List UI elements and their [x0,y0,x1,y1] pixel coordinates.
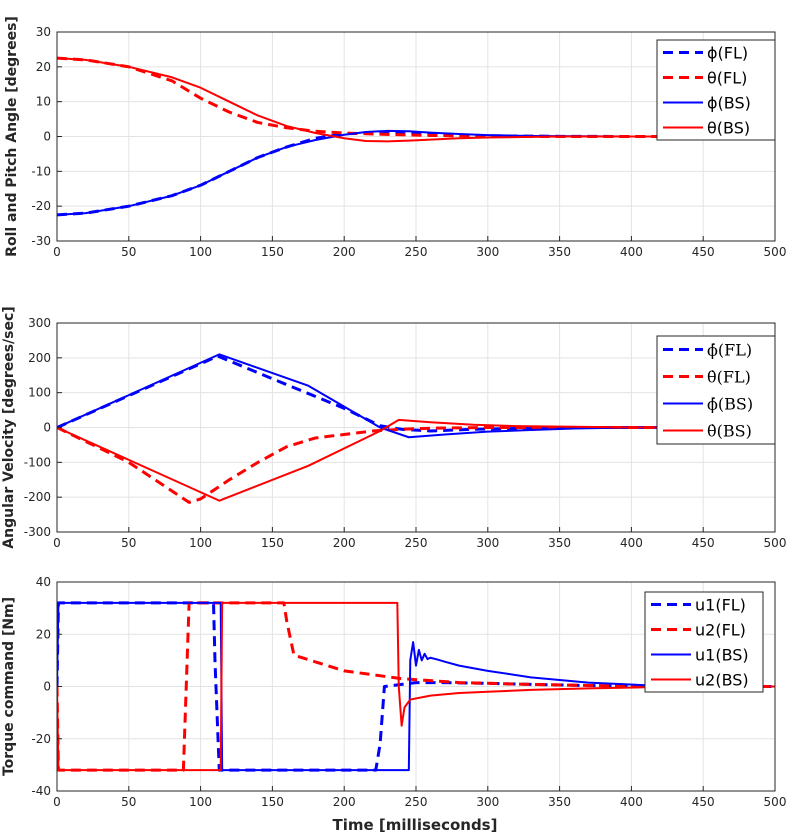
series-line-3 [57,418,775,502]
x-tick-label: 150 [261,536,284,550]
x-tick-label: 250 [405,245,428,259]
x-tick-label: 200 [333,245,356,259]
panel-roll-pitch-angle: 0 50 100 150 200 250 300 350 400 450 500 -30-20-10… [4,16,786,259]
series-line-0 [57,354,775,433]
x-tick-label: 400 [620,795,643,809]
x-tick-labels: 0 50 100 150 200 250 300 350 400 450 500 [53,527,786,550]
x-tick-label: 450 [692,245,715,259]
y-tick-label: -20 [31,732,51,746]
x-tick-label: 350 [548,245,571,259]
y-tick-labels: -300 -200 -100 0 100 200 300 [24,316,62,539]
x-tick-label: 450 [692,795,715,809]
legend-box [656,335,776,445]
x-tick-label: 500 [764,245,787,259]
y-tick-label: -40 [31,784,51,798]
x-tick-label: 100 [189,245,212,259]
legend: ϕ̇(FL) θ̇(FL) ϕ̇(BS) θ̇(BS) [656,335,776,445]
x-tick-label: 100 [189,795,212,809]
legend-label: u2(FL) [695,621,746,640]
legend-label: ϕ(BS) [707,94,751,113]
y-tick-label: -300 [24,525,51,539]
legend-label: ϕ̇(FL) [707,341,752,360]
y-tick-label: 10 [36,95,51,109]
y-tick-labels: -40 -20 0 20 40 [31,575,62,798]
y-axis-label: Roll and Pitch Angle [degrees] [4,16,20,257]
y-tick-label: 100 [28,386,51,400]
y-axis-label: Torque command [Nm] [1,597,17,776]
y-tick-label: 30 [36,25,51,39]
legend-box [656,39,776,141]
x-tick-label: 400 [620,536,643,550]
legend-label: u1(FL) [695,596,746,615]
y-tick-label: 0 [43,421,51,435]
legend-label: θ̇(BS) [707,422,752,441]
x-tick-labels: 0 50 100 150 200 250 300 350 400 450 500 [53,236,786,259]
y-tick-label: 40 [36,575,51,589]
y-tick-label: 20 [36,627,51,641]
x-axis-label: Time [milliseconds] [333,816,498,834]
x-tick-label: 400 [620,245,643,259]
x-tick-label: 50 [121,795,136,809]
legend-label: θ(BS) [707,119,750,138]
x-tick-label: 50 [121,245,136,259]
legend: ϕ(FL) θ(FL) ϕ(BS) θ(BS) [656,39,776,141]
x-tick-label: 200 [333,795,356,809]
series-line-3 [57,601,775,772]
x-tick-label: 450 [692,536,715,550]
legend-label: ϕ(FL) [707,44,748,63]
x-tick-label: 150 [261,795,284,809]
x-tick-label: 200 [333,536,356,550]
panel-torque-command: 0 50 100 150 200 250 300 350 400 450 500 -40 -20 0 20… [1,575,786,834]
legend-box [644,591,764,693]
series-line-1 [57,56,775,138]
x-tick-label: 500 [764,795,787,809]
x-tick-label: 0 [53,795,61,809]
series-group [57,353,775,504]
y-tick-label: -10 [31,164,51,178]
legend-label: u1(BS) [695,646,749,665]
x-tick-label: 300 [476,245,499,259]
y-tick-labels: -30 -20 -10 0 10 20 30 [31,25,62,248]
x-tick-label: 0 [53,245,61,259]
y-tick-label: -200 [24,490,51,504]
x-tick-label: 50 [121,536,136,550]
x-tick-label: 250 [405,536,428,550]
x-tick-labels: 0 50 100 150 200 250 300 350 400 450 500 [53,786,786,809]
legend-label: θ̇(FL) [707,368,751,387]
x-tick-label: 300 [476,795,499,809]
x-tick-label: 300 [476,536,499,550]
y-tick-label: 20 [36,60,51,74]
series-line-2 [57,601,775,772]
y-tick-label: -30 [31,234,51,248]
x-tick-label: 250 [405,795,428,809]
y-tick-label: 0 [43,680,51,694]
x-tick-label: 350 [548,536,571,550]
y-tick-label: -20 [31,199,51,213]
y-tick-label: 0 [43,130,51,144]
y-tick-label: 200 [28,351,51,365]
panel-angular-velocity: 0 50 100 150 200 250 300 350 400 450 500 -300-200-… [1,306,786,550]
y-tick-label: -100 [24,455,51,469]
series-line-1 [57,601,775,772]
x-tick-label: 100 [189,536,212,550]
legend-label: ϕ̇(BS) [707,395,753,414]
series-group [57,601,775,772]
y-tick-label: 300 [28,316,51,330]
legend-label: u2(BS) [695,671,749,690]
x-tick-label: 500 [764,536,787,550]
legend: u1(FL) u2(FL) u1(BS) u2(BS) [644,591,764,693]
series-line-3 [57,57,775,143]
x-tick-label: 150 [261,245,284,259]
x-tick-label: 350 [548,795,571,809]
y-axis-label: Angular Velocity [degrees/sec] [1,306,17,548]
x-tick-label: 0 [53,536,61,550]
series-group [57,56,775,217]
legend-label: θ(FL) [707,69,747,88]
